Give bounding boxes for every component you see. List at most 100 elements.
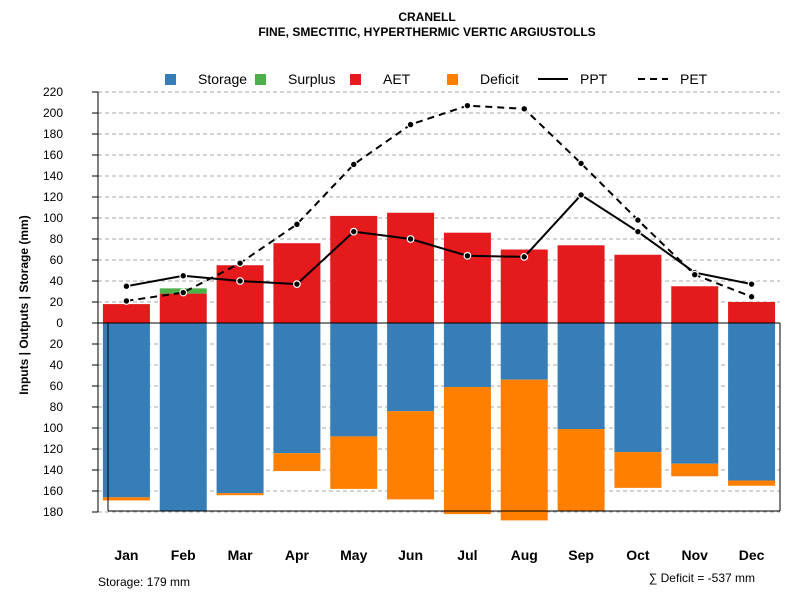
aet-bar <box>387 212 435 323</box>
storage-bar <box>159 323 207 511</box>
month-label: Jul <box>457 547 477 563</box>
gridlines <box>98 91 780 513</box>
storage-bar <box>443 323 491 388</box>
pet-point <box>122 297 131 305</box>
legend: Storage Surplus AET Deficit PPT PET <box>165 71 708 87</box>
pet-point <box>236 259 244 268</box>
ppt-point <box>577 190 585 199</box>
ppt-point <box>520 252 529 261</box>
aet-bar <box>443 232 491 323</box>
storage-bar <box>102 323 150 498</box>
month-label: Oct <box>626 547 650 563</box>
pet-point <box>577 159 585 168</box>
y-tick-label: 220 <box>43 85 63 99</box>
aet-bar <box>557 245 605 323</box>
ppt-point <box>349 227 358 236</box>
deficit-bar <box>614 452 662 488</box>
month-label: Nov <box>682 547 709 563</box>
deficit-bar <box>273 453 321 472</box>
aet-bar <box>728 302 776 323</box>
y-axis-label: Inputs | Outputs | Storage (mm) <box>17 215 31 394</box>
legend-label: Storage <box>198 71 247 87</box>
month-label: Jan <box>114 547 138 563</box>
legend-label: PET <box>680 71 708 87</box>
storage-bar <box>387 323 435 412</box>
y-tick-label: 200 <box>43 106 63 120</box>
legend-swatch <box>165 74 176 85</box>
pet-point <box>179 288 188 297</box>
y-tick-label: 20 <box>50 337 64 351</box>
ppt-point <box>236 277 244 285</box>
y-tick-label: 100 <box>43 211 63 225</box>
chart-subtitle: FINE, SMECTITIC, HYPERTHERMIC VERTIC ARG… <box>258 25 595 39</box>
aet-bar <box>500 249 548 323</box>
month-label: Sep <box>568 547 594 563</box>
y-tick-label: 60 <box>50 379 64 393</box>
ppt-point <box>406 235 415 243</box>
ppt-point <box>747 280 756 289</box>
aet-bar <box>671 286 719 323</box>
pet-point <box>634 216 642 225</box>
month-label: Apr <box>285 547 310 563</box>
storage-bar <box>557 323 605 430</box>
y-tick-label: 80 <box>50 232 64 246</box>
deficit-bar <box>102 497 150 501</box>
y-tick-label: 120 <box>43 190 63 204</box>
deficit-bar <box>443 387 491 515</box>
month-label: Dec <box>739 547 765 563</box>
pet-point <box>406 120 415 129</box>
y-tick-label: 180 <box>43 505 63 519</box>
pet-point <box>293 220 301 229</box>
legend-label: PPT <box>580 71 608 87</box>
storage-bar <box>500 323 548 380</box>
y-tick-label: 40 <box>50 274 64 288</box>
pet-point <box>520 104 529 113</box>
pet-line <box>126 104 752 302</box>
ppt-point <box>179 271 188 280</box>
pet-point <box>463 101 472 110</box>
ppt-point <box>463 251 472 260</box>
month-label: May <box>340 547 367 563</box>
month-label: Aug <box>511 547 538 563</box>
y-tick-label: 80 <box>50 400 64 414</box>
bars <box>98 212 781 521</box>
legend-label: Surplus <box>288 71 335 87</box>
month-label: Mar <box>228 547 253 563</box>
y-tick-label: 120 <box>43 442 63 456</box>
aet-bar <box>216 265 264 323</box>
legend-label: Deficit <box>480 71 519 87</box>
ppt-point <box>122 282 131 291</box>
y-tick-label: 160 <box>43 484 63 498</box>
ppt-line <box>126 193 752 288</box>
footer-storage: Storage: 179 mm <box>98 575 190 589</box>
deficit-bar <box>216 493 264 496</box>
storage-bar <box>330 323 378 437</box>
y-tick-label: 20 <box>50 295 64 309</box>
deficit-bar <box>387 411 435 500</box>
footer-deficit: ∑ Deficit = -537 mm <box>649 571 755 585</box>
storage-bar <box>273 323 321 454</box>
aet-bar <box>102 304 150 323</box>
pet-point <box>349 160 358 169</box>
ppt-point <box>293 280 301 289</box>
month-label: Feb <box>171 547 196 563</box>
storage-bar <box>614 323 662 453</box>
aet-bar <box>614 254 662 323</box>
y-tick-label: 180 <box>43 127 63 141</box>
pet-point <box>690 270 699 279</box>
deficit-bar <box>557 429 605 511</box>
legend-swatch <box>447 74 458 85</box>
y-tick-label: 160 <box>43 148 63 162</box>
deficit-bar <box>500 379 548 521</box>
y-tick-label: 40 <box>50 358 64 372</box>
aet-bar <box>159 293 207 323</box>
deficit-bar <box>671 463 719 477</box>
deficit-bar <box>728 480 776 486</box>
storage-bar <box>216 323 264 494</box>
deficit-bar <box>330 436 378 489</box>
legend-label: AET <box>383 71 411 87</box>
y-axis: 0 20 40 60 80 100 120 140 160 180 200 220 20 40 60 80 10… <box>43 85 99 519</box>
series-lines <box>122 101 756 305</box>
legend-swatch <box>255 74 266 85</box>
